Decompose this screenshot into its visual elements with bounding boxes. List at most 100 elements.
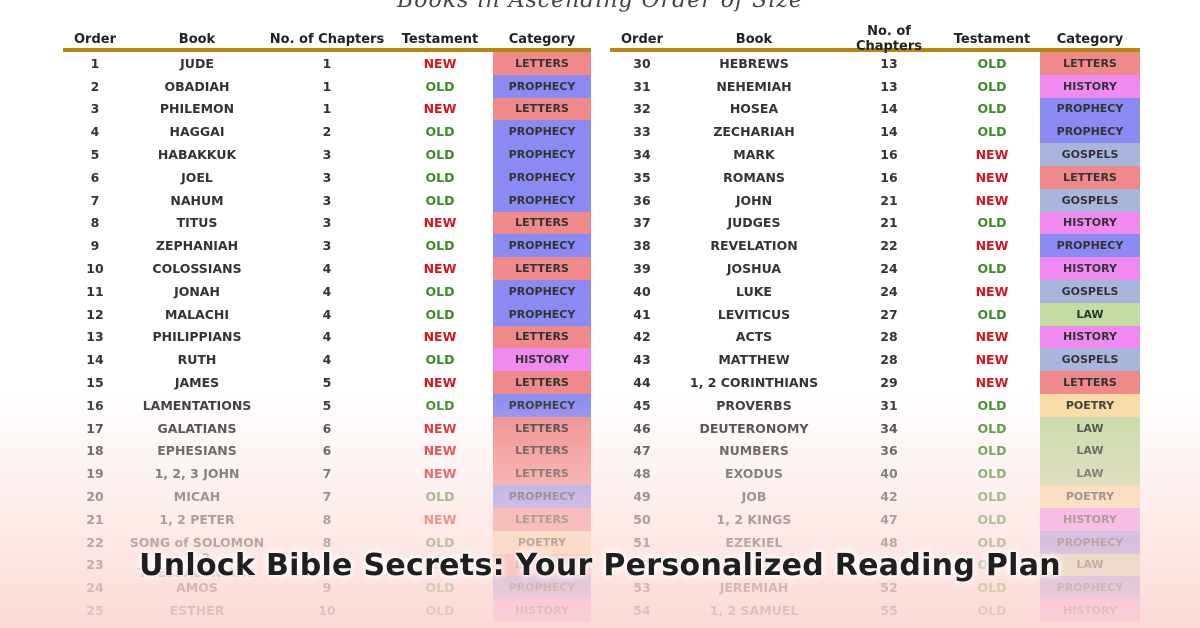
order-cell: 8: [90, 215, 100, 231]
chapters-cell: 13: [880, 78, 898, 94]
testament-cell: OLD: [977, 101, 1007, 117]
table-row: 39 JOSHUA 24 OLD HISTORY: [610, 257, 1140, 280]
testament-cell: OLD: [977, 443, 1007, 459]
testament-cell: NEW: [423, 511, 457, 527]
table-row: 10 COLOSSIANS 4 NEW LETTERS: [63, 257, 591, 280]
chapters-cell: 6: [322, 443, 332, 459]
table-row: 43 MATTHEW 28 NEW GOSPELS: [610, 348, 1140, 372]
book-cell: COLOSSIANS: [152, 261, 242, 277]
chapters-cell: 4: [322, 352, 332, 368]
chapters-cell: 55: [880, 603, 898, 619]
category-cell: HISTORY: [1040, 257, 1140, 280]
testament-cell: NEW: [975, 147, 1009, 163]
table-row: 35 ROMANS 16 NEW LETTERS: [610, 165, 1140, 189]
book-cell: OBADIAH: [164, 78, 230, 94]
table-row: 6 JOEL 3 OLD PROPHECY: [63, 165, 591, 189]
book-cell: REVELATION: [710, 238, 798, 254]
book-cell: JONAH: [174, 283, 220, 299]
testament-cell: NEW: [423, 443, 457, 459]
table-row: 44 1, 2 CORINTHIANS 29 NEW LETTERS: [610, 371, 1140, 394]
header-chapters: No. of Chapters: [269, 31, 385, 47]
book-cell: NEHEMIAH: [716, 78, 792, 94]
chapters-cell: 29: [880, 375, 898, 391]
order-cell: 35: [633, 169, 651, 185]
chapters-cell: 3: [322, 192, 332, 208]
table-row: 17 GALATIANS 6 NEW LETTERS: [63, 416, 591, 440]
category-cell: HISTORY: [1040, 507, 1140, 531]
chapters-cell: 28: [880, 329, 898, 345]
table-row: 47 NUMBERS 36 OLD LAW: [610, 439, 1140, 463]
testament-cell: NEW: [975, 192, 1009, 208]
table-body: 1 JUDE 1 NEW LETTERS 2 OBADIAH 1 OLD PROPHECY 3 PHI…: [63, 52, 591, 622]
books-table-right: Order Book No. of Chapters Testament Cat…: [610, 24, 1140, 622]
testament-cell: OLD: [425, 147, 455, 163]
category-cell: PROPHECY: [1040, 120, 1140, 144]
testament-cell: NEW: [975, 283, 1009, 299]
testament-cell: OLD: [977, 397, 1007, 413]
book-cell: DEUTERONOMY: [699, 420, 809, 436]
order-cell: 43: [633, 352, 651, 368]
testament-cell: NEW: [975, 329, 1009, 345]
table-row: 37 JUDGES 21 OLD HISTORY: [610, 211, 1140, 235]
category-cell: POETRY: [1040, 485, 1140, 508]
category-cell: GOSPELS: [1040, 143, 1140, 166]
book-cell: JUDE: [180, 55, 214, 71]
category-cell: PROPHECY: [493, 234, 591, 258]
book-cell: MATTHEW: [718, 352, 790, 368]
header-order: Order: [74, 31, 116, 47]
chapters-cell: 4: [322, 329, 332, 345]
testament-cell: NEW: [423, 375, 457, 391]
chapters-cell: 27: [880, 306, 898, 322]
chapters-cell: 40: [880, 466, 898, 482]
order-cell: 7: [90, 192, 100, 208]
book-cell: LUKE: [736, 283, 772, 299]
chapters-cell: 3: [322, 215, 332, 231]
order-cell: 16: [86, 397, 104, 413]
chapters-cell: 13: [880, 55, 898, 71]
order-cell: 4: [90, 124, 100, 140]
testament-cell: OLD: [977, 261, 1007, 277]
book-cell: 1, 2 PETER: [159, 511, 235, 527]
order-cell: 12: [86, 306, 104, 322]
table-row: 3 PHILEMON 1 NEW LETTERS: [63, 97, 591, 121]
chapters-cell: 24: [880, 283, 898, 299]
order-cell: 14: [86, 352, 104, 368]
chapters-cell: 4: [322, 283, 332, 299]
book-cell: EXODUS: [725, 466, 783, 482]
chapters-cell: 16: [880, 169, 898, 185]
category-cell: PROPHECY: [493, 165, 591, 189]
category-cell: PROPHECY: [493, 74, 591, 98]
table-row: 2 OBADIAH 1 OLD PROPHECY: [63, 74, 591, 98]
category-cell: HISTORY: [1040, 325, 1140, 349]
category-cell: PROPHECY: [1040, 97, 1140, 121]
category-cell: PROPHECY: [1040, 234, 1140, 258]
testament-cell: OLD: [977, 603, 1007, 619]
order-cell: 34: [633, 147, 651, 163]
table-row: 50 1, 2 KINGS 47 OLD HISTORY: [610, 507, 1140, 531]
order-cell: 44: [633, 375, 651, 391]
header-order: Order: [621, 31, 663, 47]
order-cell: 20: [86, 489, 104, 505]
testament-cell: OLD: [977, 420, 1007, 436]
category-cell: LETTERS: [1040, 371, 1140, 394]
page-title: Books in Ascending Order of Size: [397, 0, 803, 13]
chapters-cell: 1: [322, 55, 332, 71]
table-row: 31 NEHEMIAH 13 OLD HISTORY: [610, 74, 1140, 98]
category-cell: LETTERS: [493, 97, 591, 121]
table-header: Order Book No. of Chapters Testament Cat…: [63, 30, 591, 52]
table-row: 7 NAHUM 3 OLD PROPHECY: [63, 188, 591, 212]
testament-cell: NEW: [423, 215, 457, 231]
book-cell: 1, 2 CORINTHIANS: [689, 375, 819, 391]
table-row: 14 RUTH 4 OLD HISTORY: [63, 348, 591, 372]
testament-cell: NEW: [975, 352, 1009, 368]
book-cell: MICAH: [173, 489, 221, 505]
testament-cell: OLD: [425, 78, 455, 94]
order-cell: 39: [633, 261, 651, 277]
table-row: 45 PROVERBS 31 OLD POETRY: [610, 393, 1140, 417]
book-cell: MARK: [733, 147, 775, 163]
category-cell: LAW: [1040, 439, 1140, 463]
book-cell: NAHUM: [170, 192, 224, 208]
category-cell: PROPHECY: [493, 188, 591, 212]
table-row: 33 ZECHARIAH 14 OLD PROPHECY: [610, 120, 1140, 144]
order-cell: 30: [633, 55, 651, 71]
